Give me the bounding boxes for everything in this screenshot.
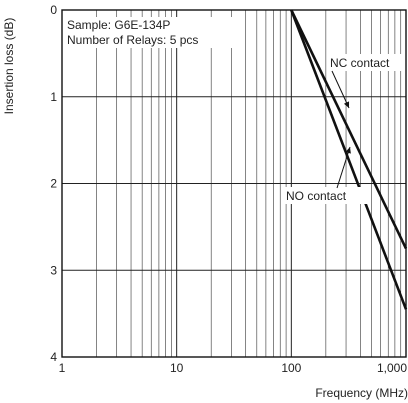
series-line-nc-contact [290,9,408,250]
x-axis-title: Frequency (MHz) [315,386,408,400]
series-label-no-contact: NO contact [286,189,347,203]
leader-no-contact-arrowhead [345,147,351,154]
y-tick-label: 1 [50,90,57,104]
series-line-no-contact [290,9,408,310]
series-layer [290,9,408,310]
x-tick-label: 100 [281,361,301,375]
y-tick-label: 4 [50,350,57,364]
x-tick-labels: 1 10 100 1,000 [59,361,408,375]
annotation-sample: Sample: G6E-134P [67,18,170,32]
label-leaders [331,70,351,189]
y-tick-label: 2 [50,177,57,191]
leader-nc-contact [331,70,350,109]
annotation-relay-count: Number of Relays: 5 pcs [67,33,198,47]
annotation-background [65,17,232,48]
series-label-nc-contact: NC contact [330,56,390,70]
leader-nc-contact-arrowhead [343,101,350,108]
label-bg-nc [327,54,405,71]
x-tick-label: 10 [170,361,184,375]
x-tick-label: 1,000 [377,361,407,375]
y-tick-label: 3 [50,263,57,277]
x-tick-label: 1 [59,361,66,375]
y-axis-title: Insertion loss (dB) [2,18,16,115]
plot-frame [61,9,407,358]
y-tick-label: 0 [50,3,57,17]
y-tick-labels: 0 1 2 3 4 [50,3,57,364]
leader-no-contact [336,146,351,189]
label-bg-no [283,187,368,204]
major-grid [62,10,406,357]
